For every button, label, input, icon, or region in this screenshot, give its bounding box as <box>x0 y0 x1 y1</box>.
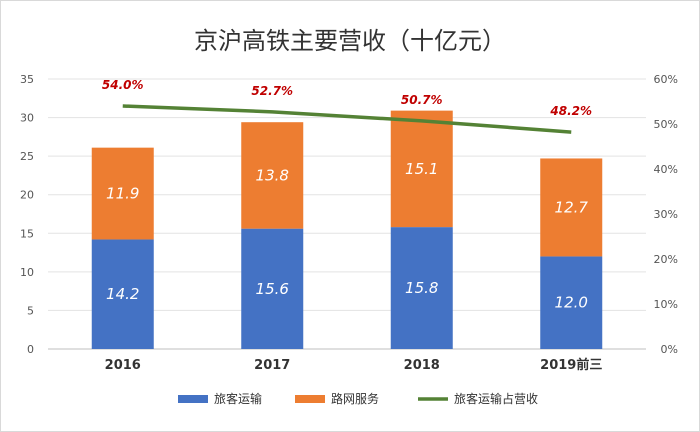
data-label-network-service: 15.1 <box>405 160 438 178</box>
bar-passenger-transport <box>390 227 453 349</box>
x-axis: 2016 2017 2018 2019前三 <box>105 357 603 373</box>
data-label-passenger-share: 52.7% <box>251 84 293 98</box>
legend: 旅客运输 路网服务 旅客运输占营收 <box>178 391 538 406</box>
data-label-passenger-share: 50.7% <box>401 93 443 107</box>
data-label-network-service: 13.8 <box>256 166 289 184</box>
bar-passenger-transport <box>241 228 304 349</box>
data-label-passenger-transport: 15.6 <box>256 280 289 298</box>
y-tick-label: 10 <box>20 266 34 279</box>
bar-network-service <box>390 110 453 228</box>
data-label-network-service: 12.7 <box>555 198 589 216</box>
y2-tick-label: 50% <box>654 118 678 131</box>
bar-passenger-transport <box>540 256 603 349</box>
y-axis-left: 0 5 10 15 20 25 30 35 <box>20 73 34 356</box>
legend-label-passenger-share: 旅客运输占营收 <box>454 391 538 406</box>
y2-tick-label: 30% <box>654 208 678 221</box>
y2-tick-label: 20% <box>654 253 678 266</box>
data-label-passenger-share: 54.0% <box>102 78 144 92</box>
y2-tick-label: 10% <box>654 298 678 311</box>
y-tick-label: 30 <box>20 112 34 125</box>
y2-tick-label: 40% <box>654 163 678 176</box>
legend-swatch-passenger-transport <box>178 395 208 403</box>
y-axis-right: 0% 10% 20% 30% 40% 50% 60% <box>654 73 678 356</box>
x-tick-label: 2019前三 <box>540 357 602 373</box>
y-tick-label: 35 <box>20 73 34 86</box>
data-label-passenger-transport: 14.2 <box>106 285 139 303</box>
x-tick-label: 2018 <box>404 358 440 373</box>
y2-tick-label: 60% <box>654 73 678 86</box>
data-label-network-service: 11.9 <box>106 185 139 203</box>
x-tick-label: 2017 <box>254 358 290 373</box>
y-tick-label: 20 <box>20 189 34 202</box>
y-tick-label: 0 <box>27 343 34 356</box>
y2-tick-label: 0% <box>661 343 678 356</box>
chart-title: 京沪高铁主要营收（十亿元） <box>194 27 506 55</box>
share-line: 54.0% 52.7% 50.7% 48.2% <box>102 78 592 134</box>
data-label-passenger-transport: 15.8 <box>405 279 438 297</box>
data-label-passenger-transport: 12.0 <box>555 294 588 312</box>
bar-network-service <box>540 158 603 257</box>
legend-label-passenger-transport: 旅客运输 <box>214 391 262 406</box>
bar-network-service <box>91 147 154 240</box>
y-tick-label: 5 <box>27 304 34 317</box>
y-tick-label: 15 <box>20 227 34 240</box>
legend-swatch-network-service <box>295 395 325 403</box>
bar-passenger-transport <box>91 239 154 349</box>
bar-network-service <box>241 122 304 229</box>
legend-label-network-service: 路网服务 <box>331 391 379 406</box>
bars: 14.2 11.9 15.6 13.8 15.8 15.1 12.0 12.7 <box>91 110 603 349</box>
data-label-passenger-share: 48.2% <box>549 104 592 118</box>
y-tick-label: 25 <box>20 150 34 163</box>
line-passenger-share <box>122 104 572 134</box>
x-tick-label: 2016 <box>105 358 141 373</box>
